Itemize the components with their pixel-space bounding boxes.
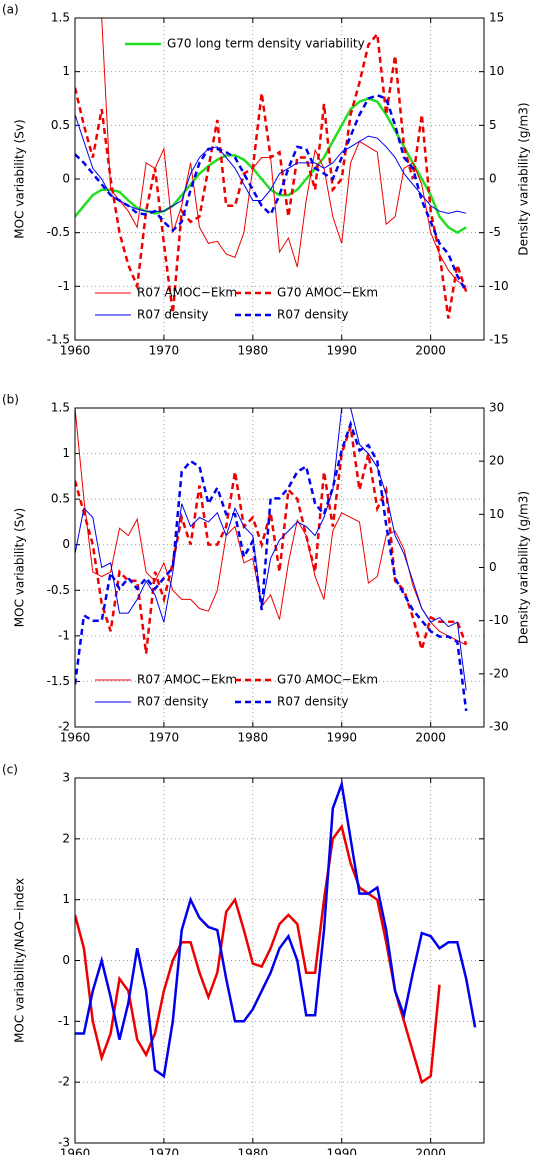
y-tick-label: -0.5 bbox=[47, 583, 70, 597]
y2-tick-label: 10 bbox=[489, 507, 504, 521]
x-tick-label: 2000 bbox=[415, 1147, 446, 1155]
panel: 1960 1970 1980 1990 2000 -2 -1.5 -1 -0.5 0 0.5 1 1.5… bbox=[2, 393, 531, 745]
y-tick-label: 3 bbox=[62, 771, 70, 785]
y-tick-label: 1.5 bbox=[51, 11, 70, 25]
x-tick-label: 1960 bbox=[60, 1147, 91, 1155]
series-line bbox=[75, 823, 441, 1085]
y-axis-label: MOC variability (Sv) bbox=[13, 508, 27, 627]
y2-axis-label: Density variability (g/m3) bbox=[517, 491, 531, 644]
panel: 1960 1970 1980 1990 2000 -3 -2 -1 0 1 2 3 (c) MOC var… bbox=[2, 763, 485, 1155]
y2-tick-label: -20 bbox=[489, 666, 509, 680]
y2-tick-label: 30 bbox=[489, 401, 504, 415]
y-tick-label: 0.5 bbox=[51, 492, 70, 506]
y2-tick-label: -10 bbox=[489, 613, 509, 627]
y-axis-label: MOC variability/NAO−index bbox=[13, 878, 27, 1043]
y-tick-label: 1 bbox=[62, 64, 70, 78]
y2-tick-label: -30 bbox=[489, 720, 509, 734]
x-tick-label: 1970 bbox=[149, 731, 180, 745]
panel-label: (a) bbox=[2, 3, 19, 17]
y-tick-label: -3 bbox=[58, 1136, 70, 1150]
x-tick-label: 1970 bbox=[149, 344, 180, 358]
x-tick-label: 1990 bbox=[326, 1147, 357, 1155]
y2-tick-label: 20 bbox=[489, 454, 504, 468]
series-line bbox=[75, 31, 468, 319]
legend-label: R07 AMOC−Ekm bbox=[137, 673, 237, 687]
legend-label: G70 long term density variability bbox=[167, 37, 365, 51]
y2-tick-label: 0 bbox=[489, 172, 497, 186]
y2-tick-label: 5 bbox=[489, 118, 497, 132]
y2-tick-label: -15 bbox=[489, 333, 509, 347]
legend-label: R07 density bbox=[137, 695, 208, 709]
x-tick-label: 1980 bbox=[238, 1147, 269, 1155]
x-tick-label: 1990 bbox=[326, 344, 357, 358]
y-tick-label: -1 bbox=[58, 279, 70, 293]
y2-tick-label: 15 bbox=[489, 11, 504, 25]
y2-tick-label: 0 bbox=[489, 560, 497, 574]
series-line bbox=[75, 419, 468, 712]
y-tick-label: 1 bbox=[62, 892, 70, 906]
y-tick-label: 1.5 bbox=[51, 401, 70, 415]
y-tick-label: 1 bbox=[62, 446, 70, 460]
legend-label: R07 density bbox=[277, 695, 348, 709]
legend-label: R07 density bbox=[137, 308, 208, 322]
panel-label: (b) bbox=[2, 393, 19, 407]
series-line bbox=[75, 408, 467, 646]
y2-tick-label: -5 bbox=[489, 225, 501, 239]
plot-frame bbox=[74, 407, 485, 728]
y-tick-label: 0 bbox=[62, 953, 70, 967]
x-tick-label: 2000 bbox=[415, 344, 446, 358]
y-tick-label: -1.5 bbox=[47, 674, 70, 688]
x-tick-label: 1990 bbox=[326, 731, 357, 745]
x-tick-label: 1980 bbox=[238, 731, 269, 745]
y-tick-label: 0 bbox=[62, 172, 70, 186]
legend-label: R07 AMOC−Ekm bbox=[137, 286, 237, 300]
y-tick-label: -1 bbox=[58, 1014, 70, 1028]
y2-tick-label: -10 bbox=[489, 279, 509, 293]
y2-axis-label: Density variability (g/m3) bbox=[517, 102, 531, 255]
y-tick-label: -1 bbox=[58, 628, 70, 642]
series-line bbox=[75, 408, 467, 691]
plot-frame bbox=[74, 17, 485, 341]
series-line bbox=[75, 779, 477, 1079]
x-tick-label: 1960 bbox=[60, 344, 91, 358]
plot-frame bbox=[74, 777, 485, 1144]
y2-tick-label: 10 bbox=[489, 64, 504, 78]
y-axis-label: MOC variability (Sv) bbox=[13, 119, 27, 238]
series-line bbox=[75, 426, 468, 655]
x-tick-label: 1970 bbox=[149, 1147, 180, 1155]
y-tick-label: 0.5 bbox=[51, 118, 70, 132]
legend-label: R07 density bbox=[277, 308, 348, 322]
x-tick-label: 2000 bbox=[415, 731, 446, 745]
y-tick-label: -0.5 bbox=[47, 225, 70, 239]
x-tick-label: 1960 bbox=[60, 731, 91, 745]
y-tick-label: 0 bbox=[62, 537, 70, 551]
series-line bbox=[75, 114, 467, 214]
legend-label: G70 AMOC−Ekm bbox=[277, 673, 378, 687]
y-tick-label: 2 bbox=[62, 831, 70, 845]
panel: 1960 1970 1980 1990 2000 -1.5 -1 -0.5 0 0.5 1 1.5 -1… bbox=[2, 3, 531, 358]
x-tick-label: 1980 bbox=[238, 344, 269, 358]
series-line bbox=[75, 93, 468, 293]
legend-label: G70 AMOC−Ekm bbox=[277, 286, 378, 300]
y-tick-label: -2 bbox=[58, 720, 70, 734]
y-tick-label: -1.5 bbox=[47, 333, 70, 347]
y-tick-label: -2 bbox=[58, 1075, 70, 1089]
panel-label: (c) bbox=[2, 763, 18, 777]
